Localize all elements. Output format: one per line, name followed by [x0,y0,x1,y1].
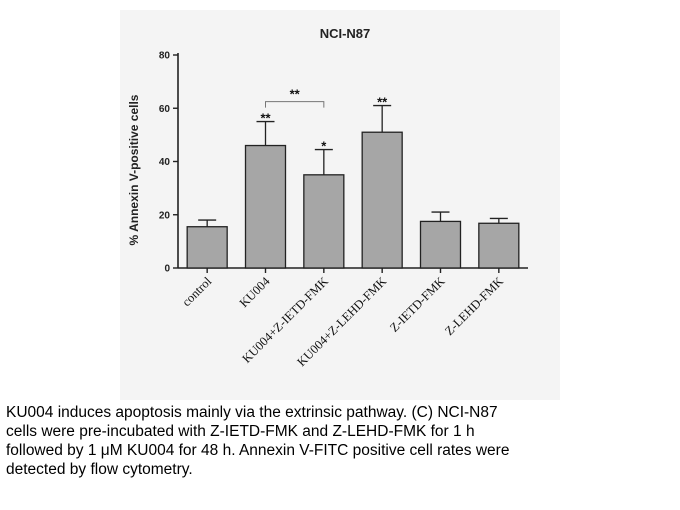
caption-line-3: followed by 1 μM KU004 for 48 h. Annexin… [6,442,510,459]
y-axis-label: % Annexin V-positive cells [127,94,141,245]
x-tick-label-1: KU004 [237,274,273,310]
bar-2 [303,174,345,269]
x-tick-labels: control KU004KU004+Z-IETD-FMKKU004+Z-LEHD… [179,274,506,369]
figure-caption: KU004 induces apoptosis mainly via the e… [6,403,674,479]
bar-5 [478,222,520,269]
significance-label-3: ** [377,95,388,110]
y-tick-label: 40 [159,157,171,168]
chart-title: NCI-N87 [320,26,371,41]
bar-1 [244,144,287,269]
bar-3 [361,131,403,269]
bars [186,131,520,269]
y-tick-label: 20 [159,210,171,221]
bar-4 [419,220,462,269]
x-tick-label-4: Z-IETD-FMK [387,274,447,334]
significance-marks: ******* [260,87,388,154]
y-tick-label: 0 [164,264,170,275]
significance-label-1: ** [260,111,271,126]
caption-line-4: detected by flow cytometry. [6,461,193,478]
bar-chart: NCI-N87 % Annexin V-positive cells 0 20 40… [127,26,528,369]
comparison-bracket [265,101,325,108]
x-tick-label-0: control [179,274,214,309]
caption-line-1: KU004 induces apoptosis mainly via the e… [6,404,498,421]
caption-line-2: cells were pre-incubated with Z-IETD-FMK… [6,423,475,440]
x-tick-label-5: Z-LEHD-FMK [442,274,506,338]
bar-0 [186,226,228,269]
y-tick-label: 60 [159,104,171,115]
bracket-label: ** [290,87,301,102]
y-tick-label: 80 [159,51,171,62]
x-axis [178,267,528,273]
significance-label-2: * [321,139,327,154]
chart-figure: NCI-N87 % Annexin V-positive cells 0 20 40… [120,10,560,400]
y-axis: 0 20 40 60 80 [159,51,179,275]
error-bars [198,104,508,227]
